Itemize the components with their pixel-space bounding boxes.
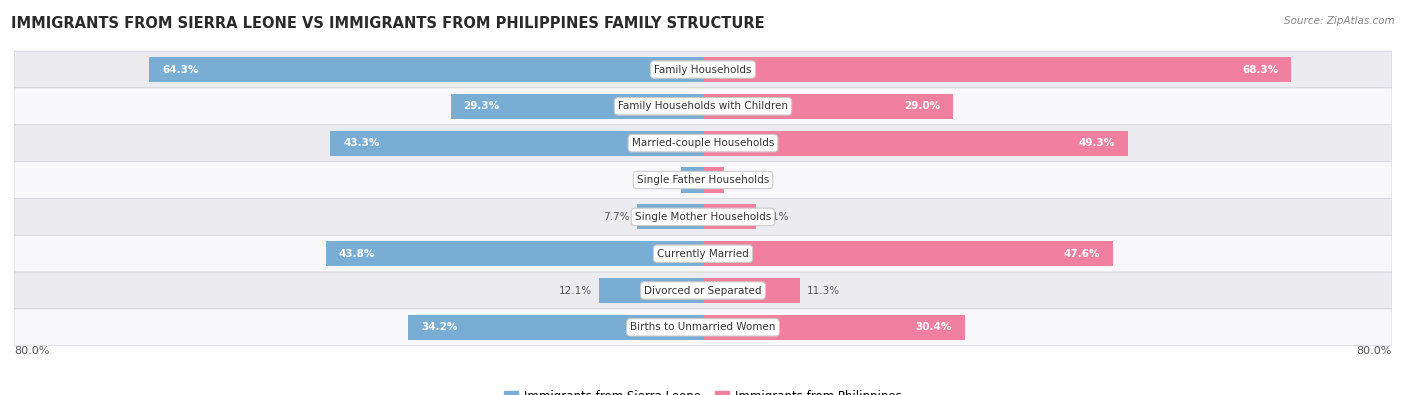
FancyBboxPatch shape [14,198,1392,235]
Text: 12.1%: 12.1% [558,286,592,295]
Text: 43.8%: 43.8% [339,249,375,259]
Bar [326,241,703,266]
Legend: Immigrants from Sierra Leone, Immigrants from Philippines: Immigrants from Sierra Leone, Immigrants… [499,385,907,395]
Text: 7.7%: 7.7% [603,212,630,222]
Text: 68.3%: 68.3% [1241,64,1278,75]
Bar [637,204,703,229]
Text: Births to Unmarried Women: Births to Unmarried Women [630,322,776,332]
Bar [703,167,724,192]
Bar [330,131,703,156]
Text: 29.3%: 29.3% [464,102,499,111]
Text: Source: ZipAtlas.com: Source: ZipAtlas.com [1284,16,1395,26]
Text: Married-couple Households: Married-couple Households [631,138,775,148]
Bar [682,167,703,192]
Text: Single Mother Households: Single Mother Households [636,212,770,222]
Bar [451,94,703,119]
FancyBboxPatch shape [14,51,1392,88]
Text: Single Father Households: Single Father Households [637,175,769,185]
Text: 64.3%: 64.3% [162,64,198,75]
Bar [703,94,953,119]
Text: Divorced or Separated: Divorced or Separated [644,286,762,295]
Text: Currently Married: Currently Married [657,249,749,259]
Bar [149,57,703,82]
Text: Family Households: Family Households [654,64,752,75]
Text: 2.5%: 2.5% [648,175,675,185]
Bar [599,278,703,303]
Text: 29.0%: 29.0% [904,102,939,111]
Bar [703,131,1128,156]
Text: 43.3%: 43.3% [343,138,380,148]
Text: 11.3%: 11.3% [807,286,841,295]
Text: 80.0%: 80.0% [14,346,49,357]
Bar [703,57,1291,82]
FancyBboxPatch shape [14,125,1392,162]
FancyBboxPatch shape [14,309,1392,346]
Text: 47.6%: 47.6% [1063,249,1099,259]
FancyBboxPatch shape [14,272,1392,309]
Text: 30.4%: 30.4% [915,322,952,332]
Bar [703,241,1114,266]
Bar [703,278,800,303]
FancyBboxPatch shape [14,235,1392,272]
Bar [409,315,703,340]
Text: 2.4%: 2.4% [731,175,756,185]
Bar [703,315,965,340]
Text: 6.1%: 6.1% [762,212,789,222]
FancyBboxPatch shape [14,162,1392,198]
Text: Family Households with Children: Family Households with Children [619,102,787,111]
Text: 34.2%: 34.2% [422,322,458,332]
Text: 49.3%: 49.3% [1078,138,1115,148]
FancyBboxPatch shape [14,88,1392,125]
Text: 80.0%: 80.0% [1357,346,1392,357]
Text: IMMIGRANTS FROM SIERRA LEONE VS IMMIGRANTS FROM PHILIPPINES FAMILY STRUCTURE: IMMIGRANTS FROM SIERRA LEONE VS IMMIGRAN… [11,16,765,31]
Bar [703,204,755,229]
